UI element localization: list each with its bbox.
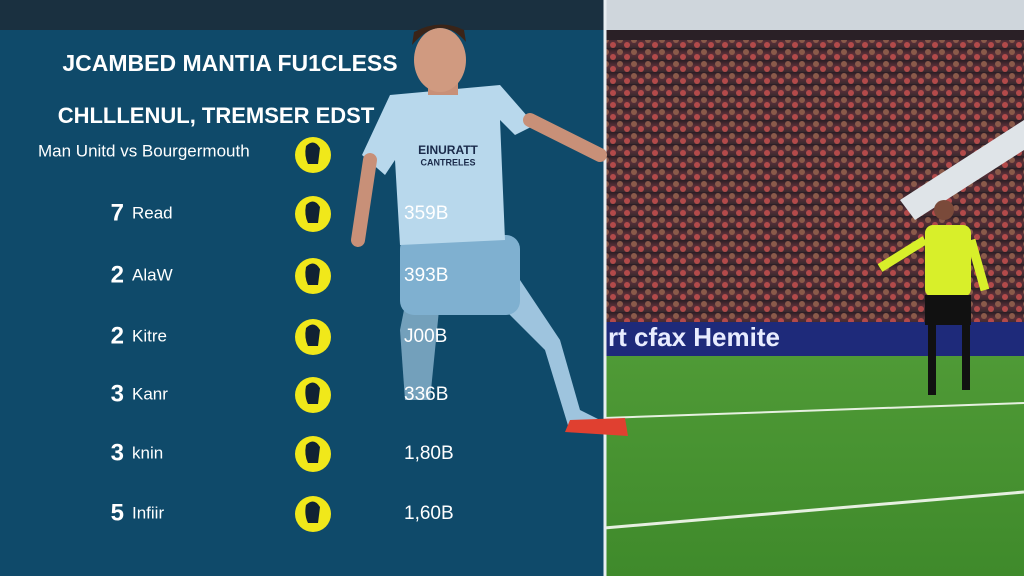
row: 3 Kanr 336B [111, 377, 448, 413]
match-icon [295, 137, 331, 173]
row: 2 AlaW 393B [111, 258, 448, 294]
row: 5 Infiir 1,60B [111, 496, 454, 532]
stat-value: 359B [404, 203, 448, 224]
rank: 2 [111, 261, 124, 288]
shirt-sponsor: EINURATT [418, 143, 478, 157]
player-name: AlaW [132, 265, 173, 284]
player-name: Kanr [132, 384, 168, 403]
rank: 2 [111, 322, 124, 349]
player-name: Read [132, 203, 173, 222]
stat-value: 336B [404, 384, 448, 405]
row: 7 Read 359B [111, 196, 448, 232]
club-icon-glyph [305, 201, 320, 223]
rank: 3 [111, 439, 124, 466]
stat-value: 1,80B [404, 443, 454, 464]
shirt-subtext: CANTRELES [420, 157, 475, 167]
club-icon-glyph [305, 263, 320, 285]
club-icon-glyph [305, 324, 320, 346]
subtitle: CHLLLENUL, TREMSER EDST [58, 103, 375, 128]
rank: 5 [111, 499, 124, 526]
match: Man Unitd vs Bourgermouth [38, 141, 250, 160]
rank: 3 [111, 380, 124, 407]
panel-top [0, 0, 604, 30]
club-icon-glyph [305, 441, 320, 463]
player [351, 24, 628, 436]
club-icon-glyph [305, 501, 320, 523]
pitch [604, 356, 1024, 576]
player-name: knin [132, 443, 163, 462]
ad-board [604, 322, 1024, 356]
pitch-line [603, 402, 1024, 419]
stat-value: 393B [404, 265, 448, 286]
title: JCAMBED MANTIA FU1CLESS [62, 50, 397, 76]
row: 3 knin 1,80B [111, 436, 454, 472]
referee [877, 200, 990, 395]
player-name: Kitre [132, 326, 167, 345]
player-name: Infiir [132, 503, 164, 522]
stat-value: 1,60B [404, 503, 454, 524]
stairs [900, 120, 1024, 220]
rank: 7 [111, 199, 124, 226]
stat-value: J00B [404, 326, 447, 347]
stand-roof [604, 0, 1024, 30]
row: 2 Kitre J00B [111, 319, 447, 355]
rows: 7 Read 359B 2 AlaW 393B 2 Kitre J00B 3 Kanr 336B 3 kn… [111, 196, 454, 532]
club-icon-glyph [305, 382, 320, 404]
pitch-line [603, 490, 1024, 530]
ad-text: rt cfax Hemite [608, 322, 780, 352]
